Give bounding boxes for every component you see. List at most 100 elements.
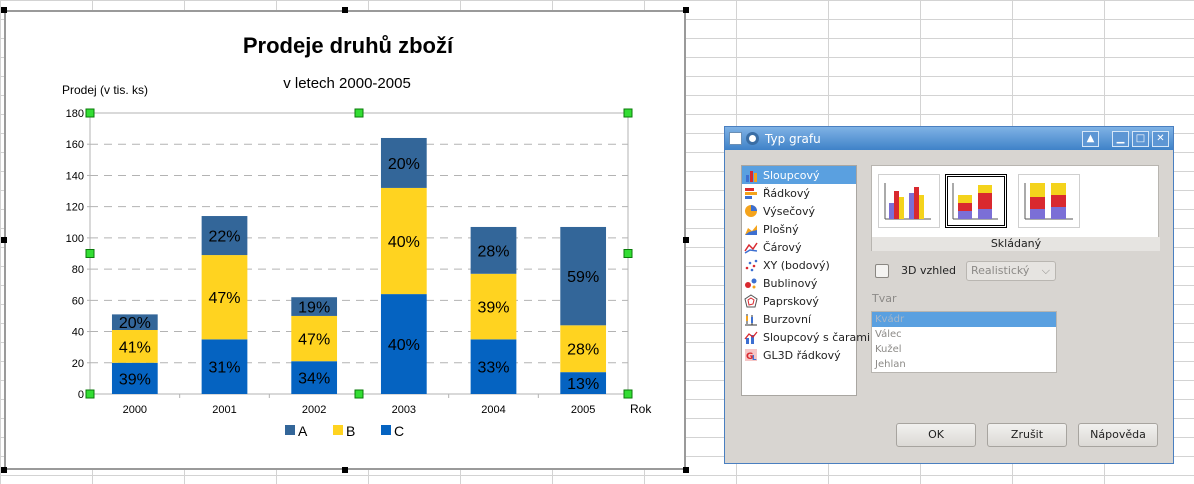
bar-segment-B — [380, 187, 427, 295]
chart-type-list[interactable]: Sloupcový Řádkový Výsečový Plošný Čárový XY (… — [741, 165, 870, 396]
column-line-chart-icon — [744, 331, 758, 344]
bar-segment-A — [470, 226, 517, 274]
ok-button[interactable]: OK — [896, 423, 976, 447]
chart-type-label: Řádkový — [763, 186, 810, 200]
bar-segment-C — [470, 339, 517, 394]
bar-segment-C — [560, 372, 607, 394]
dialog-titlebar[interactable]: Typ grafu ▲ ▁ □ ✕ — [725, 127, 1173, 150]
y-tick-label: 140 — [66, 170, 84, 182]
stacked-column-icon — [952, 183, 998, 220]
chart-handle[interactable] — [683, 237, 689, 243]
dialog-title: Typ grafu — [765, 131, 821, 146]
data-label: 33% — [477, 360, 509, 377]
bar-segment-A — [201, 216, 248, 256]
legend-swatch-C — [381, 425, 391, 435]
chart-type-item[interactable]: XY (bodový) — [742, 256, 856, 274]
line-chart-icon — [744, 242, 758, 254]
plot-handle — [623, 389, 633, 399]
chart-type-item[interactable]: Plošný — [742, 220, 856, 238]
normal-column-icon — [884, 183, 931, 220]
data-label: 34% — [298, 371, 330, 388]
bar-segment-A — [291, 297, 338, 316]
chart-handle[interactable] — [683, 467, 689, 473]
legend-label: C — [394, 423, 404, 439]
3d-look-checkbox[interactable] — [875, 264, 889, 278]
data-label: 40% — [388, 234, 420, 251]
bar-segment-C — [291, 361, 338, 394]
chevron-down-icon: ⌵ — [1041, 264, 1050, 277]
data-label: 59% — [567, 269, 599, 286]
chart-handle[interactable] — [1, 7, 7, 13]
shape-item[interactable]: Válec — [875, 329, 902, 340]
plot-handle — [85, 249, 95, 258]
3d-style-select[interactable]: Realistický ⌵ — [966, 261, 1056, 281]
y-tick-label: 120 — [66, 202, 84, 214]
data-label: 39% — [119, 371, 151, 388]
x-tick-label: 2003 — [392, 404, 416, 416]
help-button[interactable]: Nápověda — [1078, 423, 1158, 447]
shape-label: Tvar — [872, 292, 897, 305]
legend-label: B — [346, 423, 355, 439]
chart-type-item[interactable]: Sloupcový — [742, 166, 856, 184]
x-tick-label: 2004 — [481, 404, 505, 416]
x-tick-label: 2000 — [123, 404, 147, 416]
shape-item[interactable]: Kvádr — [872, 312, 1056, 327]
chart-type-item[interactable]: G L GL3D řádkový — [742, 346, 856, 364]
chart-type-item[interactable]: Čárový — [742, 238, 856, 256]
maximize-button[interactable]: □ — [1132, 130, 1149, 147]
x-tick-label: 2001 — [212, 404, 236, 416]
chart-type-label: XY (bodový) — [763, 258, 830, 272]
data-label: 47% — [298, 332, 330, 349]
chart-handle[interactable] — [1, 467, 7, 473]
chart-handle[interactable] — [342, 7, 348, 13]
minimize-button[interactable]: ▁ — [1112, 130, 1129, 147]
shape-item[interactable]: Jehlan — [875, 359, 906, 370]
app-logo-icon — [746, 132, 759, 145]
cancel-button[interactable]: Zrušit — [987, 423, 1067, 447]
chart-type-item[interactable]: Bublinový — [742, 274, 856, 292]
bar-segment-A — [380, 137, 427, 188]
chart-type-item[interactable]: Paprskový — [742, 292, 856, 310]
chart-handle[interactable] — [683, 7, 689, 13]
legend-label: A — [298, 423, 308, 439]
data-label: 22% — [208, 229, 240, 246]
gl3d-chart-icon: GL — [745, 349, 757, 362]
bar-segment-B — [470, 273, 517, 340]
bar-segment-C — [201, 339, 248, 394]
variant-percent-stacked[interactable] — [1018, 174, 1080, 228]
chart-handle[interactable] — [1, 237, 7, 243]
chart-variant-panel: Skládaný — [871, 165, 1160, 251]
shape-item[interactable]: Kužel — [875, 344, 902, 355]
plot-handle — [623, 108, 633, 118]
bar-chart-icon — [745, 188, 757, 199]
chart-type-item[interactable]: Sloupcový s čarami — [742, 328, 870, 346]
chart-handle[interactable] — [342, 467, 348, 473]
chart-type-item[interactable]: Výsečový — [742, 202, 856, 220]
chart-type-label: GL3D řádkový — [763, 348, 841, 362]
y-tick-label: 180 — [66, 108, 84, 120]
chart-subtitle: v letech 2000-2005 — [283, 75, 411, 92]
chart-type-item[interactable]: Řádkový — [742, 184, 856, 202]
bar-segment-B — [201, 255, 248, 340]
data-label: 20% — [119, 315, 151, 332]
pie-chart-icon — [745, 205, 757, 217]
shape-list[interactable]: Kvádr Válec Kužel Jehlan — [871, 311, 1057, 373]
plot-handle — [354, 108, 364, 118]
y-tick-label: 60 — [72, 295, 84, 307]
close-button[interactable]: ✕ — [1152, 130, 1169, 147]
variant-stacked[interactable] — [945, 174, 1007, 228]
data-label: 19% — [298, 300, 330, 317]
chart-type-item[interactable]: Burzovní — [742, 310, 856, 328]
chart-title: Prodeje druhů zboží — [243, 33, 454, 58]
shade-button[interactable]: ▲ — [1082, 130, 1099, 147]
variant-normal[interactable] — [878, 174, 940, 228]
chart-type-label: Burzovní — [763, 312, 812, 326]
data-label: 47% — [208, 290, 240, 307]
data-label: 20% — [388, 156, 420, 173]
net-chart-icon — [744, 294, 758, 308]
bar-segment-B — [111, 329, 158, 363]
chart-type-label: Plošný — [763, 222, 799, 236]
3d-look-label[interactable]: 3D vzhled — [901, 264, 957, 277]
3d-style-value: Realistický — [971, 264, 1030, 277]
stock-chart-icon — [745, 314, 757, 326]
